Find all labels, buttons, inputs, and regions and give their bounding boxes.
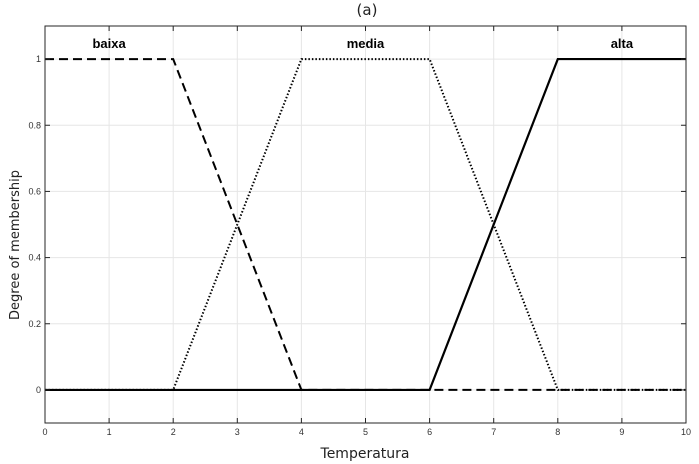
series-line-alta (45, 57, 686, 392)
series-lines (45, 57, 686, 392)
x-axis-ticks: 0 1 2 3 4 5 6 7 8 9 10 (42, 26, 691, 437)
x-tick-label: 7 (491, 427, 496, 437)
x-tick-label: 1 (107, 427, 112, 437)
x-tick-label: 5 (363, 427, 368, 437)
chart-title: (a) (357, 1, 378, 19)
x-tick-label: 4 (299, 427, 304, 437)
y-tick-label: 0.4 (28, 253, 41, 263)
x-tick-label: 2 (171, 427, 176, 437)
series-labels: baixa media alta (92, 36, 633, 51)
series-label-baixa: baixa (92, 36, 126, 51)
x-tick-label: 6 (427, 427, 432, 437)
y-tick-label: 1 (36, 54, 41, 64)
x-tick-label: 0 (42, 427, 47, 437)
y-tick-label: 0.6 (28, 186, 41, 196)
y-axis-label: Degree of membership (8, 170, 23, 320)
series-label-media: media (347, 36, 385, 51)
y-axis-ticks: 0 0.2 0.4 0.6 0.8 1 (28, 54, 686, 395)
x-tick-label: 9 (619, 427, 624, 437)
grid (44, 26, 687, 423)
x-tick-label: 8 (555, 427, 560, 437)
series-line-media (45, 58, 686, 391)
x-tick-label: 10 (681, 427, 691, 437)
y-tick-label: 0.8 (28, 120, 41, 130)
y-tick-label: 0.2 (28, 319, 41, 329)
x-tick-label: 3 (235, 427, 240, 437)
x-axis-label: Temperatura (320, 446, 410, 462)
series-label-alta: alta (611, 36, 634, 51)
series-line-baixa (45, 58, 686, 391)
y-tick-label: 0 (36, 385, 41, 395)
